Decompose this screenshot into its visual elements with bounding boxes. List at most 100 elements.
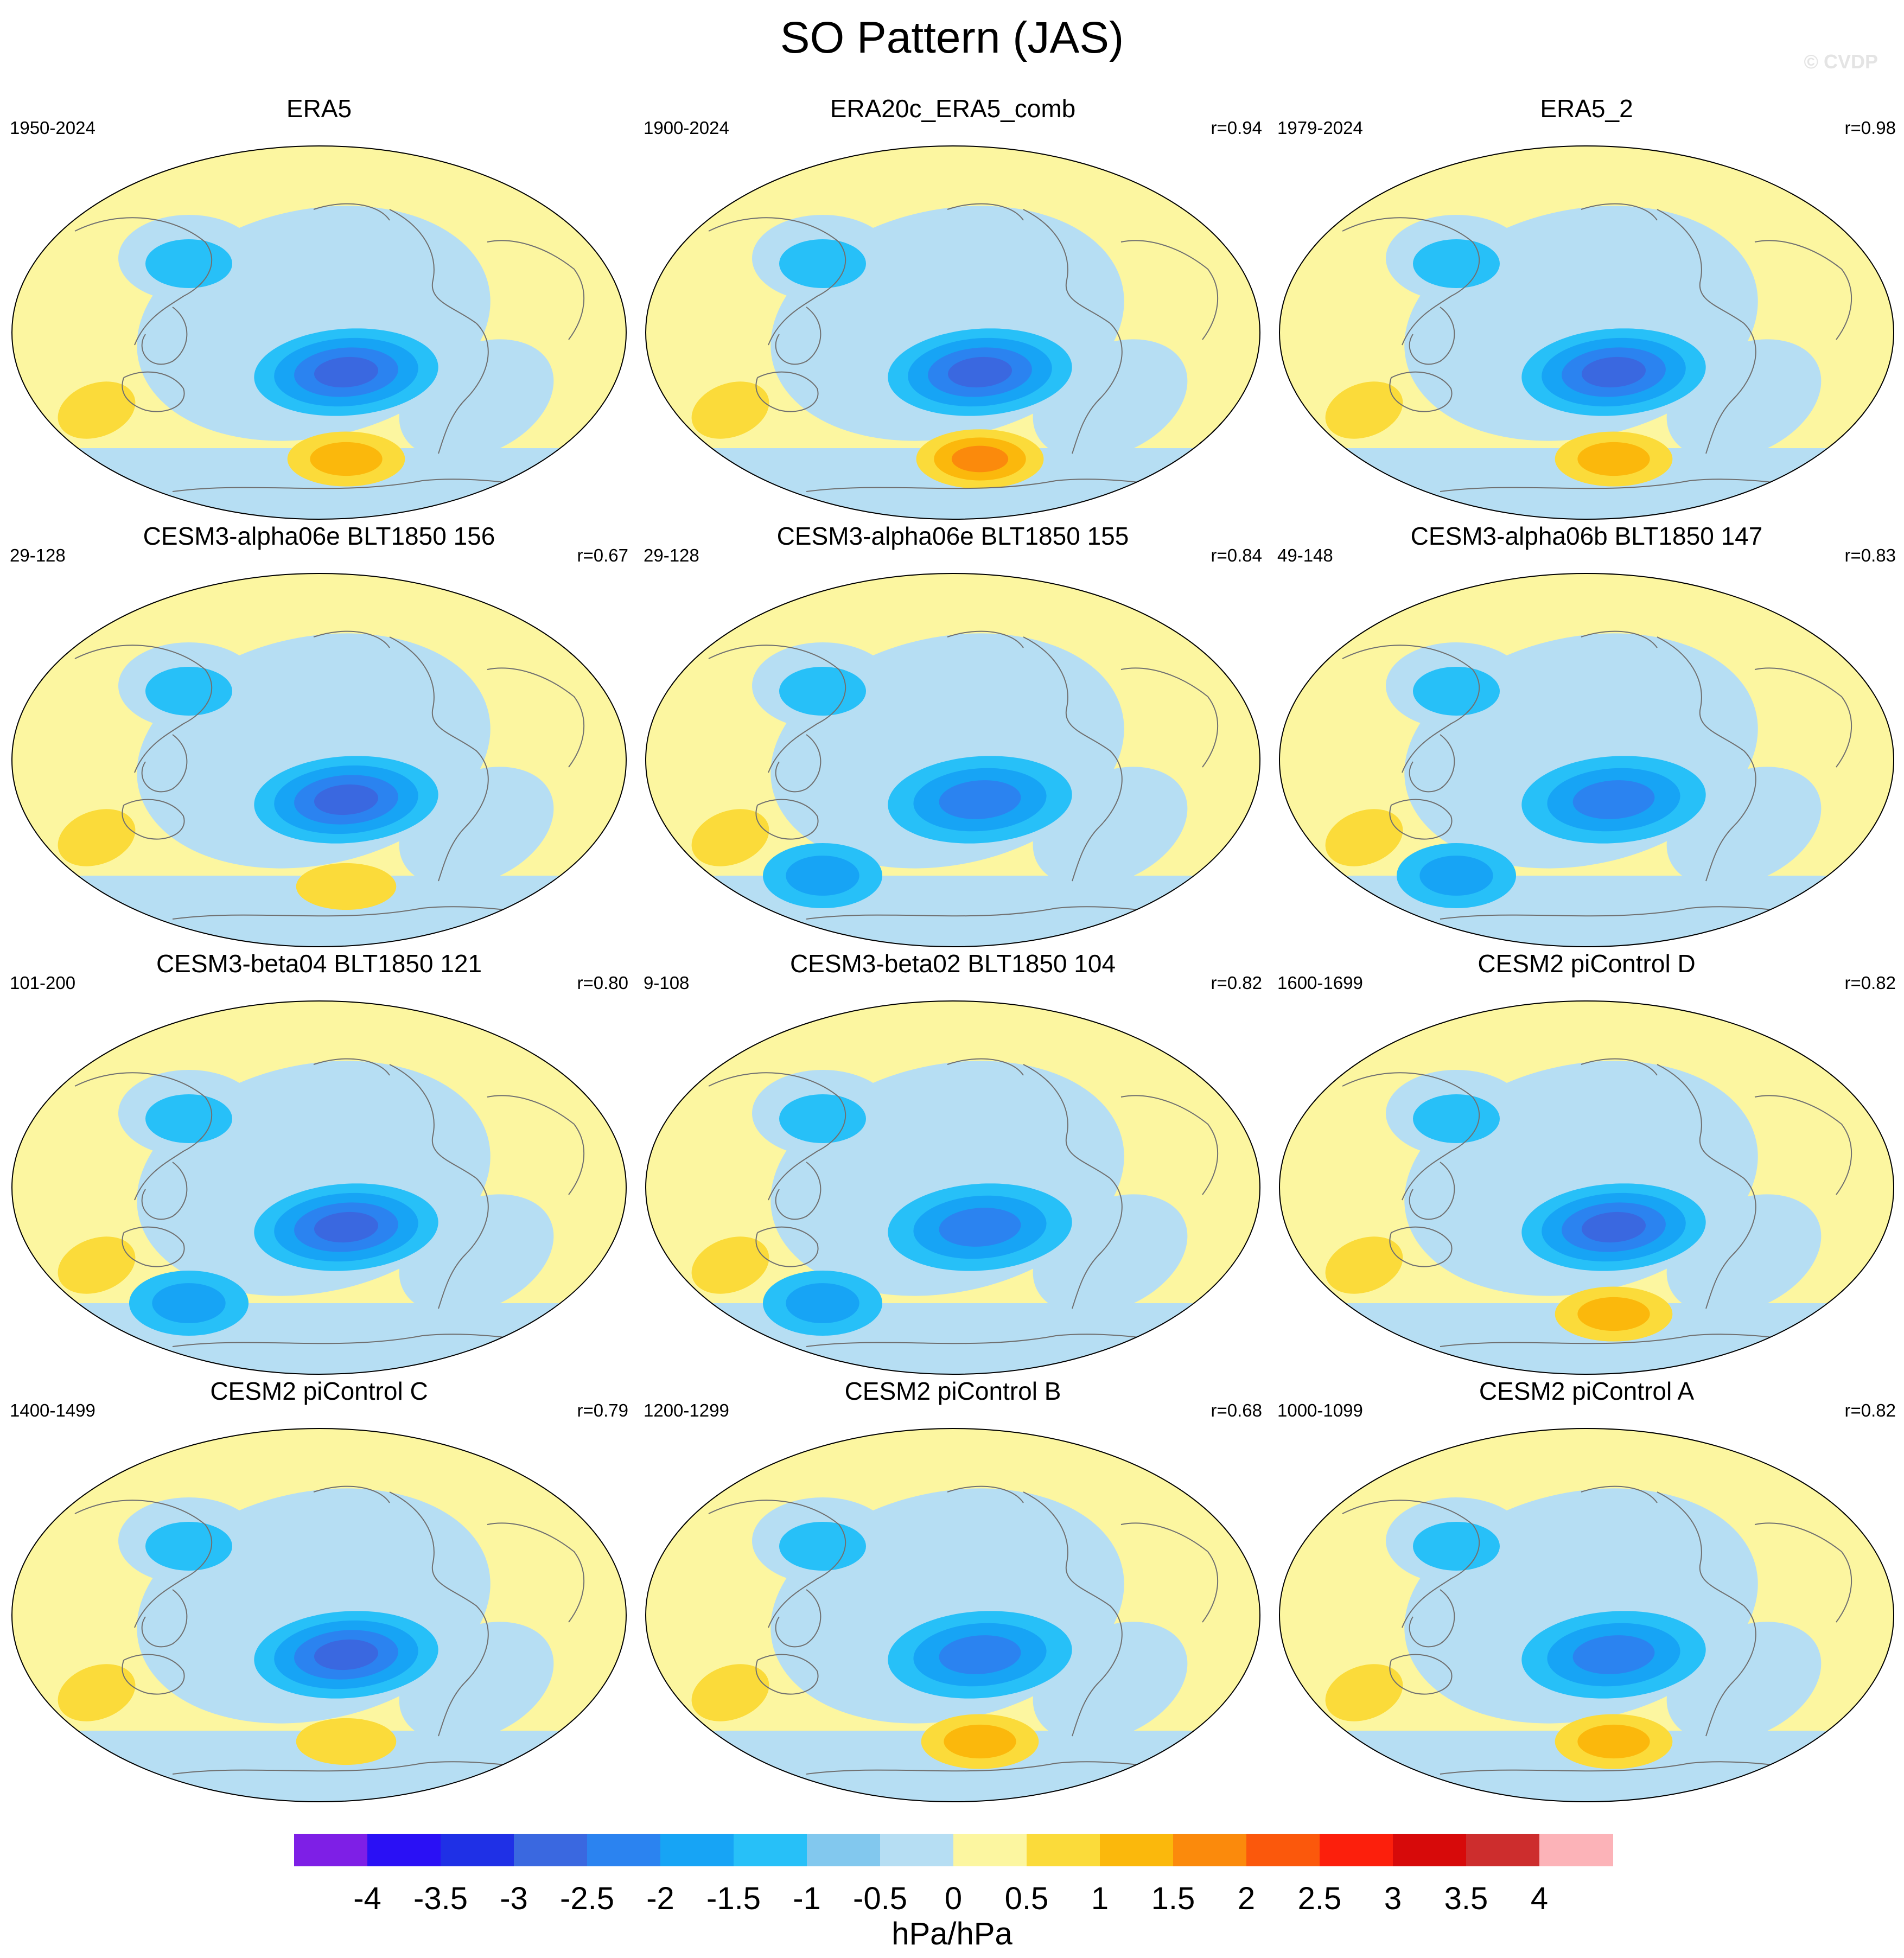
southern-ocean-band xyxy=(12,1303,626,1374)
coastline-6 xyxy=(1581,203,1658,221)
panel-title: CESM2 piControl D xyxy=(1478,949,1696,978)
coastline-1 xyxy=(141,1589,188,1648)
se-pacific-low-contour-3 xyxy=(1572,780,1655,819)
coastline-1 xyxy=(1409,734,1455,793)
colorbar-segment xyxy=(1100,1834,1174,1866)
coastline-0 xyxy=(1342,1500,1480,1628)
coastline-0 xyxy=(1342,1072,1480,1201)
robinson-map xyxy=(11,145,627,520)
panel-period: 1979-2024 xyxy=(1277,118,1363,138)
colorbar-tick-label: 3 xyxy=(1384,1881,1402,1916)
amundsen-high-contour-3 xyxy=(1577,442,1650,476)
coastline-4 xyxy=(487,667,585,768)
coastline-1 xyxy=(1409,1589,1455,1648)
robinson-map xyxy=(645,573,1260,947)
north-pacific-low-contour-1 xyxy=(145,239,232,288)
coastline-2 xyxy=(122,799,185,840)
map-panel: CESM3-beta04 BLT1850 121 101-200 r=0.80 xyxy=(10,947,628,1376)
robinson-map xyxy=(11,1000,627,1375)
panel-title: ERA5_2 xyxy=(1540,94,1633,123)
panel-title: CESM3-alpha06e BLT1850 156 xyxy=(143,522,495,550)
se-pacific-low-contour-4 xyxy=(314,1639,379,1670)
globe-border xyxy=(11,1428,627,1802)
north-pacific-low-contour-1 xyxy=(1413,239,1500,288)
se-pacific-low-contour-4 xyxy=(1581,1211,1646,1243)
colorbar-tick-label: -3.5 xyxy=(413,1881,468,1916)
indo-australian-high-contour-2 xyxy=(691,1236,769,1294)
colorbar xyxy=(294,1834,1613,1866)
coastline-0 xyxy=(74,1500,213,1628)
panel-correlation: r=0.84 xyxy=(1211,545,1263,565)
panel-correlation: r=0.82 xyxy=(1211,973,1263,993)
colorbar-segment xyxy=(1246,1834,1320,1866)
panel-period: 1400-1499 xyxy=(10,1400,95,1420)
map-panel: CESM3-beta02 BLT1850 104 9-108 r=0.82 xyxy=(644,947,1262,1376)
map-panel: CESM3-alpha06e BLT1850 155 29-128 r=0.84 xyxy=(644,520,1262,948)
amundsen-high-contour-4 xyxy=(951,445,1009,473)
north-pacific-low-contour-1 xyxy=(779,667,866,716)
colorbar-segment xyxy=(1173,1834,1247,1866)
globe-border xyxy=(1279,145,1894,520)
field-layer xyxy=(1279,146,1894,519)
coastline-3 xyxy=(1023,1064,1123,1309)
field-layer xyxy=(646,573,1260,947)
colorbar-segment xyxy=(807,1834,881,1866)
coastline-3 xyxy=(1023,636,1123,882)
robinson-map xyxy=(645,1000,1260,1375)
indo-australian-high-contour-2 xyxy=(691,381,769,439)
indo-australian-high-contour-2 xyxy=(1325,381,1403,439)
robinson-map xyxy=(1279,1000,1894,1375)
colorbar-tick-label: 0.5 xyxy=(1004,1881,1049,1916)
globe-border xyxy=(645,1428,1260,1802)
coastline-4 xyxy=(487,1522,585,1623)
southern-ocean-band xyxy=(646,876,1260,947)
figure-title: SO Pattern (JAS) xyxy=(780,13,1124,62)
north-pacific-low-contour-1 xyxy=(779,239,866,288)
panel-period: 29-128 xyxy=(644,545,699,565)
coastline-4 xyxy=(1120,1522,1219,1623)
coastline-6 xyxy=(947,1058,1024,1076)
colorbar-tick-label: 2.5 xyxy=(1297,1881,1342,1916)
panel-title: CESM3-alpha06b BLT1850 147 xyxy=(1410,522,1763,550)
map-panel: ERA5_2 1979-2024 r=0.98 xyxy=(1277,92,1896,521)
coastline-0 xyxy=(74,217,213,346)
se-pacific-low-contour-3 xyxy=(1572,1635,1655,1674)
field-layer xyxy=(12,146,626,519)
map-panel: ERA5 1950-2024 xyxy=(10,92,628,521)
amundsen-high-contour-3 xyxy=(1577,1724,1650,1759)
globe-border xyxy=(11,145,627,520)
indo-australian-high-contour-2 xyxy=(1325,1664,1403,1721)
north-pacific-low-contour-1 xyxy=(1413,667,1500,716)
colorbar-segment xyxy=(294,1834,368,1866)
panel-correlation: r=0.67 xyxy=(577,545,629,565)
globe-border xyxy=(1279,1000,1894,1375)
coastline-3 xyxy=(1657,209,1756,454)
indo-australian-high-contour-2 xyxy=(58,381,136,439)
map-panel: CESM2 piControl A 1000-1099 r=0.82 xyxy=(1277,1375,1896,1803)
coastline-1 xyxy=(775,1162,822,1220)
panel-title: CESM2 piControl B xyxy=(844,1377,1061,1405)
amundsen-high-contour-2 xyxy=(296,863,397,910)
colorbar-segment xyxy=(1539,1834,1613,1866)
coastline-3 xyxy=(389,1491,489,1737)
coastline-4 xyxy=(1754,667,1852,768)
colorbar-tick-label: -0.5 xyxy=(853,1881,907,1916)
panel-period: 49-148 xyxy=(1277,545,1333,565)
coastline-4 xyxy=(1754,1095,1852,1195)
map-panel: CESM3-alpha06e BLT1850 156 29-128 r=0.67 xyxy=(10,520,628,948)
north-pacific-low-contour-1 xyxy=(1413,1094,1500,1143)
field-layer xyxy=(12,1001,626,1374)
panel-title: ERA5 xyxy=(286,94,352,123)
colorbar-tick-label: -2 xyxy=(646,1881,674,1916)
coastline-1 xyxy=(1409,307,1455,365)
coastline-1 xyxy=(775,307,822,365)
panel-title: CESM2 piControl A xyxy=(1479,1377,1695,1405)
se-pacific-low-contour-4 xyxy=(314,356,379,388)
coastline-3 xyxy=(1023,1491,1123,1737)
coastline-0 xyxy=(708,217,846,346)
panel-title: ERA20c_ERA5_comb xyxy=(830,94,1076,123)
panel-title: CESM3-beta02 BLT1850 104 xyxy=(789,949,1116,978)
colorbar-segment xyxy=(1393,1834,1467,1866)
panel-correlation: r=0.80 xyxy=(577,973,629,993)
colorbar-segment xyxy=(1320,1834,1393,1866)
